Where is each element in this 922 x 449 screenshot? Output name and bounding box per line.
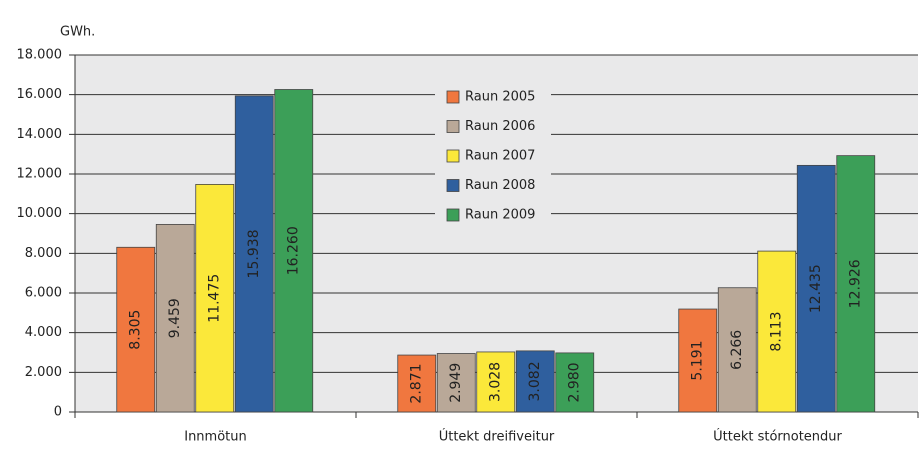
bar [796, 164, 836, 413]
x-tick-label: Úttekt stórnotendur [713, 429, 842, 445]
legend-label: Raun 2009 [465, 208, 535, 223]
value-label: 15.938 [246, 229, 262, 278]
y-tick-label: 14.000 [17, 127, 63, 142]
x-tick-label: Innmötun [184, 430, 247, 445]
value-label: 5.191 [690, 340, 706, 380]
bar [717, 287, 757, 413]
bar [678, 308, 718, 413]
bar [515, 350, 555, 413]
value-label: 3.028 [488, 362, 504, 402]
value-label: 2.980 [567, 362, 583, 402]
legend-label: Raun 2005 [465, 90, 535, 105]
legend-swatch [446, 149, 460, 163]
value-label: 9.459 [167, 298, 183, 338]
legend-swatch [446, 120, 460, 133]
y-tick-label: 18.000 [17, 48, 63, 63]
value-label: 12.435 [808, 264, 824, 313]
y-tick-label: 0 [54, 405, 62, 420]
y-tick-label: 12.000 [17, 167, 63, 182]
bar [836, 155, 876, 413]
legend-label: Raun 2006 [465, 119, 535, 134]
y-tick-label: 6.000 [25, 286, 62, 301]
bar [155, 223, 195, 413]
y-tick-label: 4.000 [25, 325, 62, 340]
bar [476, 351, 516, 413]
legend-swatch [446, 179, 460, 192]
legend-swatch [446, 208, 460, 222]
bar [397, 354, 437, 413]
value-label: 2.871 [409, 363, 425, 403]
value-label: 16.260 [286, 226, 302, 275]
value-label: 11.475 [207, 274, 223, 323]
legend-label: Raun 2008 [465, 178, 535, 193]
legend-swatch [446, 90, 460, 104]
value-label: 12.926 [848, 259, 864, 308]
x-tick-label: Úttekt dreifiveitur [439, 429, 555, 445]
y-tick-label: 2.000 [25, 365, 62, 380]
bar [757, 250, 797, 413]
bar [234, 95, 274, 413]
y-tick-label: 10.000 [17, 206, 63, 221]
legend-label: Raun 2007 [465, 149, 535, 164]
value-label: 6.266 [729, 330, 745, 370]
y-axis-label: GWh. [60, 25, 95, 40]
y-tick-label: 8.000 [25, 246, 62, 261]
bar [274, 89, 314, 413]
value-label: 8.305 [128, 310, 144, 350]
y-tick-label: 16.000 [17, 87, 63, 102]
bar [195, 184, 235, 413]
value-label: 2.949 [448, 363, 464, 403]
bar [116, 246, 156, 413]
bar [555, 352, 595, 413]
value-label: 3.082 [527, 361, 543, 401]
bar [436, 353, 476, 413]
value-label: 8.113 [769, 311, 785, 351]
